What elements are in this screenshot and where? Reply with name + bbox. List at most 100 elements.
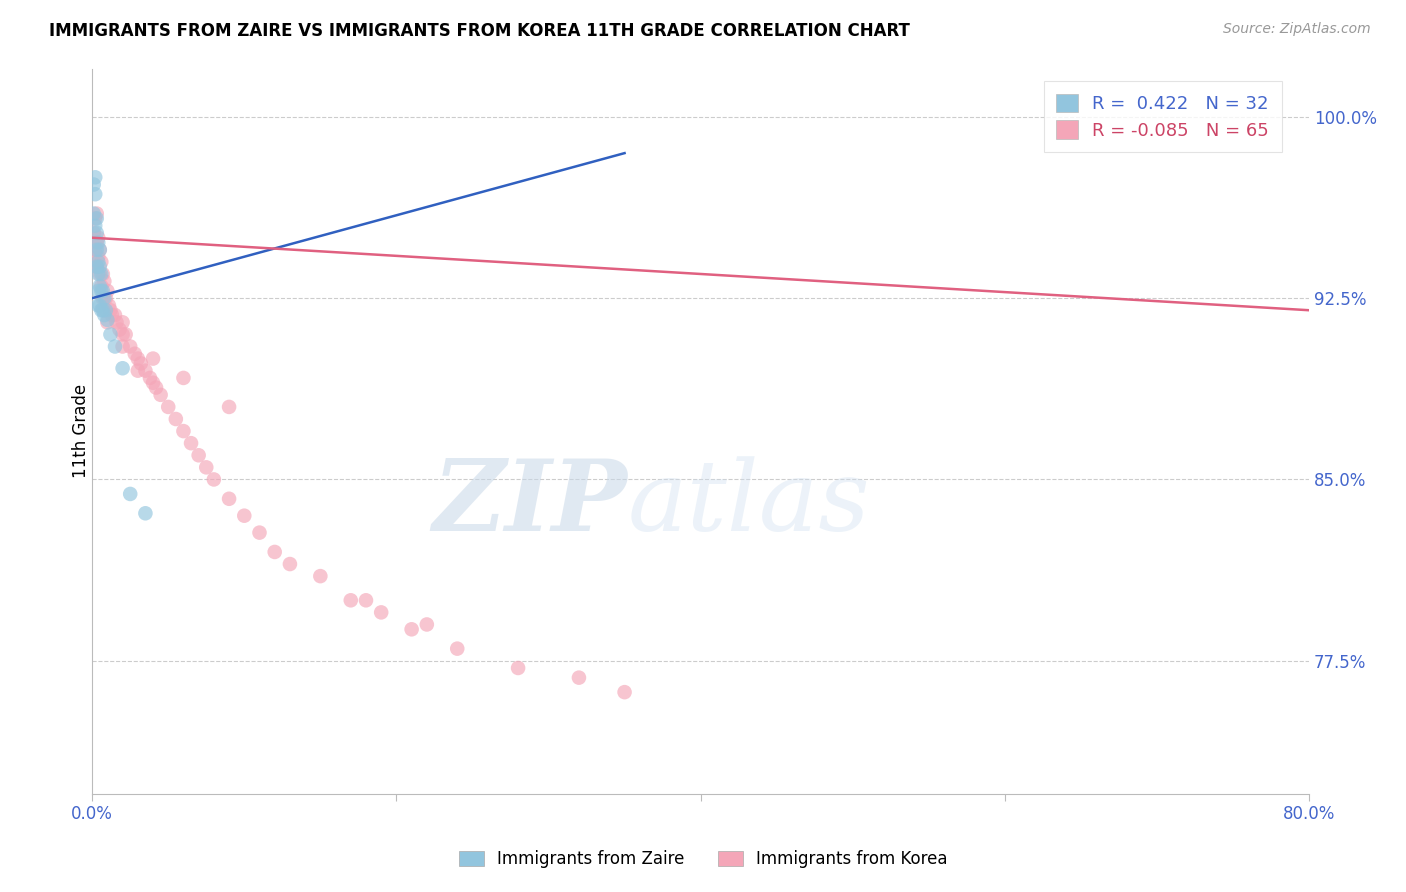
Point — [90, 279, 112, 293]
Point — [84, 243, 107, 257]
Point — [84, 187, 107, 202]
Point — [249, 525, 271, 540]
Point — [84, 219, 107, 233]
Point — [187, 448, 209, 462]
Point — [89, 298, 111, 312]
Point — [139, 371, 162, 385]
Point — [93, 291, 115, 305]
Point — [114, 327, 136, 342]
Point — [129, 356, 152, 370]
Point — [120, 487, 142, 501]
Point — [93, 308, 115, 322]
Point — [613, 685, 636, 699]
Point — [96, 313, 118, 327]
Point — [83, 206, 105, 220]
Point — [263, 545, 285, 559]
Point — [90, 303, 112, 318]
Point — [93, 274, 115, 288]
Point — [91, 267, 114, 281]
Text: atlas: atlas — [627, 456, 870, 551]
Point — [416, 617, 439, 632]
Point — [83, 178, 105, 192]
Point — [339, 593, 361, 607]
Y-axis label: 11th Grade: 11th Grade — [72, 384, 90, 478]
Point — [94, 291, 117, 305]
Point — [218, 400, 240, 414]
Point — [105, 315, 128, 329]
Point — [104, 308, 127, 322]
Point — [84, 170, 107, 185]
Point — [87, 298, 110, 312]
Point — [89, 267, 111, 281]
Point — [309, 569, 332, 583]
Point — [111, 361, 134, 376]
Point — [568, 671, 591, 685]
Point — [157, 400, 180, 414]
Point — [87, 250, 110, 264]
Point — [100, 327, 122, 342]
Point — [111, 339, 134, 353]
Point — [89, 260, 111, 274]
Point — [195, 460, 218, 475]
Legend: R =  0.422   N = 32, R = -0.085   N = 65: R = 0.422 N = 32, R = -0.085 N = 65 — [1043, 81, 1282, 153]
Point — [83, 226, 105, 240]
Point — [89, 279, 111, 293]
Point — [111, 315, 134, 329]
Point — [89, 243, 111, 257]
Point — [84, 211, 107, 226]
Point — [91, 284, 114, 298]
Point — [172, 424, 194, 438]
Point — [120, 339, 142, 353]
Point — [354, 593, 377, 607]
Point — [145, 381, 167, 395]
Point — [86, 235, 108, 250]
Point — [134, 506, 156, 520]
Point — [93, 303, 115, 318]
Point — [127, 351, 149, 366]
Point — [506, 661, 529, 675]
Point — [165, 412, 187, 426]
Point — [87, 255, 110, 269]
Point — [401, 623, 423, 637]
Point — [86, 243, 108, 257]
Point — [218, 491, 240, 506]
Point — [134, 364, 156, 378]
Legend: Immigrants from Zaire, Immigrants from Korea: Immigrants from Zaire, Immigrants from K… — [451, 844, 955, 875]
Point — [86, 260, 108, 274]
Point — [91, 291, 114, 305]
Text: IMMIGRANTS FROM ZAIRE VS IMMIGRANTS FROM KOREA 11TH GRADE CORRELATION CHART: IMMIGRANTS FROM ZAIRE VS IMMIGRANTS FROM… — [49, 22, 910, 40]
Point — [86, 226, 108, 240]
Point — [370, 606, 392, 620]
Text: ZIP: ZIP — [433, 455, 627, 552]
Point — [233, 508, 256, 523]
Point — [87, 231, 110, 245]
Point — [149, 388, 172, 402]
Point — [94, 303, 117, 318]
Point — [104, 339, 127, 353]
Point — [127, 364, 149, 378]
Point — [172, 371, 194, 385]
Point — [142, 376, 165, 390]
Point — [111, 327, 134, 342]
Point — [124, 347, 146, 361]
Point — [91, 303, 114, 318]
Point — [202, 472, 225, 486]
Point — [90, 267, 112, 281]
Point — [101, 308, 124, 322]
Point — [86, 206, 108, 220]
Point — [90, 284, 112, 298]
Point — [278, 557, 301, 571]
Point — [86, 211, 108, 226]
Point — [87, 235, 110, 250]
Point — [142, 351, 165, 366]
Point — [100, 303, 122, 318]
Point — [446, 641, 468, 656]
Point — [180, 436, 202, 450]
Text: Source: ZipAtlas.com: Source: ZipAtlas.com — [1223, 22, 1371, 37]
Point — [96, 315, 118, 329]
Point — [87, 267, 110, 281]
Point — [90, 255, 112, 269]
Point — [89, 243, 111, 257]
Point — [83, 255, 105, 269]
Point — [97, 298, 120, 312]
